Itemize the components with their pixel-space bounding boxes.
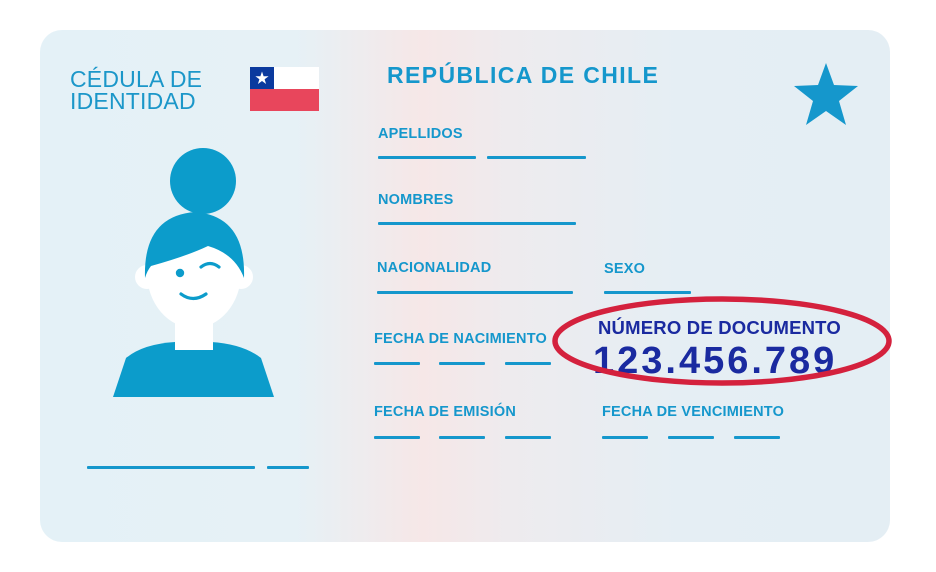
field-line-nombres	[378, 222, 576, 225]
star-icon	[794, 63, 858, 125]
label-sexo: SEXO	[604, 261, 646, 277]
field-line-emision-1	[374, 436, 420, 439]
field-line-nacimiento-2	[439, 362, 485, 365]
label-apellidos: APELLIDOS	[378, 126, 463, 142]
label-nacionalidad: NACIONALIDAD	[377, 260, 492, 276]
field-line-nacionalidad	[377, 291, 573, 294]
signature-line	[87, 466, 255, 469]
person-portrait-icon	[113, 148, 274, 397]
field-line-vencimiento-2	[668, 436, 714, 439]
brand-line-2: IDENTIDAD	[70, 88, 196, 114]
field-line-nacimiento-1	[374, 362, 420, 365]
field-line-vencimiento-3	[734, 436, 780, 439]
field-line-vencimiento-1	[602, 436, 648, 439]
field-line-nacimiento-3	[505, 362, 551, 365]
country-title: REPÚBLICA DE CHILE	[387, 62, 660, 88]
label-nombres: NOMBRES	[378, 192, 454, 208]
label-fecha-nacimiento: FECHA DE NACIMIENTO	[374, 331, 547, 347]
field-line-emision-3	[505, 436, 551, 439]
label-fecha-vencimiento: FECHA DE VENCIMIENTO	[602, 404, 785, 420]
label-fecha-emision: FECHA DE EMISIÓN	[374, 404, 517, 420]
field-line-apellidos-1	[378, 156, 476, 159]
field-line-sexo	[604, 291, 691, 294]
field-line-apellidos-2	[487, 156, 586, 159]
brand-line-1: CÉDULA DE	[70, 66, 203, 92]
signature-line-short	[267, 466, 309, 469]
chile-flag-icon	[250, 67, 319, 111]
field-line-emision-2	[439, 436, 485, 439]
document-number-label: NÚMERO DE DOCUMENTO	[598, 317, 841, 338]
